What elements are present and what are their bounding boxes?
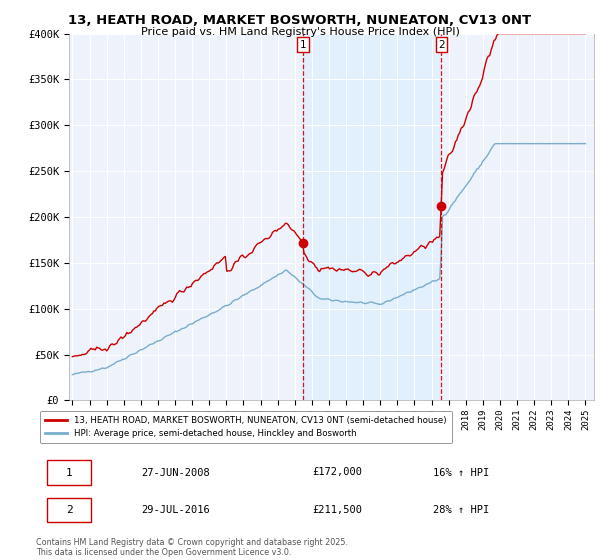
Text: £172,000: £172,000	[312, 468, 362, 478]
Text: 28% ↑ HPI: 28% ↑ HPI	[433, 505, 490, 515]
FancyBboxPatch shape	[47, 460, 91, 484]
Text: 1: 1	[300, 40, 307, 50]
Text: 2: 2	[66, 505, 73, 515]
Text: 29-JUL-2016: 29-JUL-2016	[141, 505, 209, 515]
Bar	[303, 34, 442, 400]
Text: 2: 2	[438, 40, 445, 50]
FancyBboxPatch shape	[47, 498, 91, 522]
Text: Contains HM Land Registry data © Crown copyright and database right 2025.
This d: Contains HM Land Registry data © Crown c…	[36, 538, 348, 557]
Text: £211,500: £211,500	[312, 505, 362, 515]
Text: 1: 1	[66, 468, 73, 478]
Text: 27-JUN-2008: 27-JUN-2008	[141, 468, 209, 478]
Text: 16% ↑ HPI: 16% ↑ HPI	[433, 468, 490, 478]
Legend: 13, HEATH ROAD, MARKET BOSWORTH, NUNEATON, CV13 0NT (semi-detached house), HPI: : 13, HEATH ROAD, MARKET BOSWORTH, NUNEATO…	[40, 410, 452, 444]
Text: 13, HEATH ROAD, MARKET BOSWORTH, NUNEATON, CV13 0NT: 13, HEATH ROAD, MARKET BOSWORTH, NUNEATO…	[68, 14, 532, 27]
Text: Price paid vs. HM Land Registry's House Price Index (HPI): Price paid vs. HM Land Registry's House …	[140, 27, 460, 37]
